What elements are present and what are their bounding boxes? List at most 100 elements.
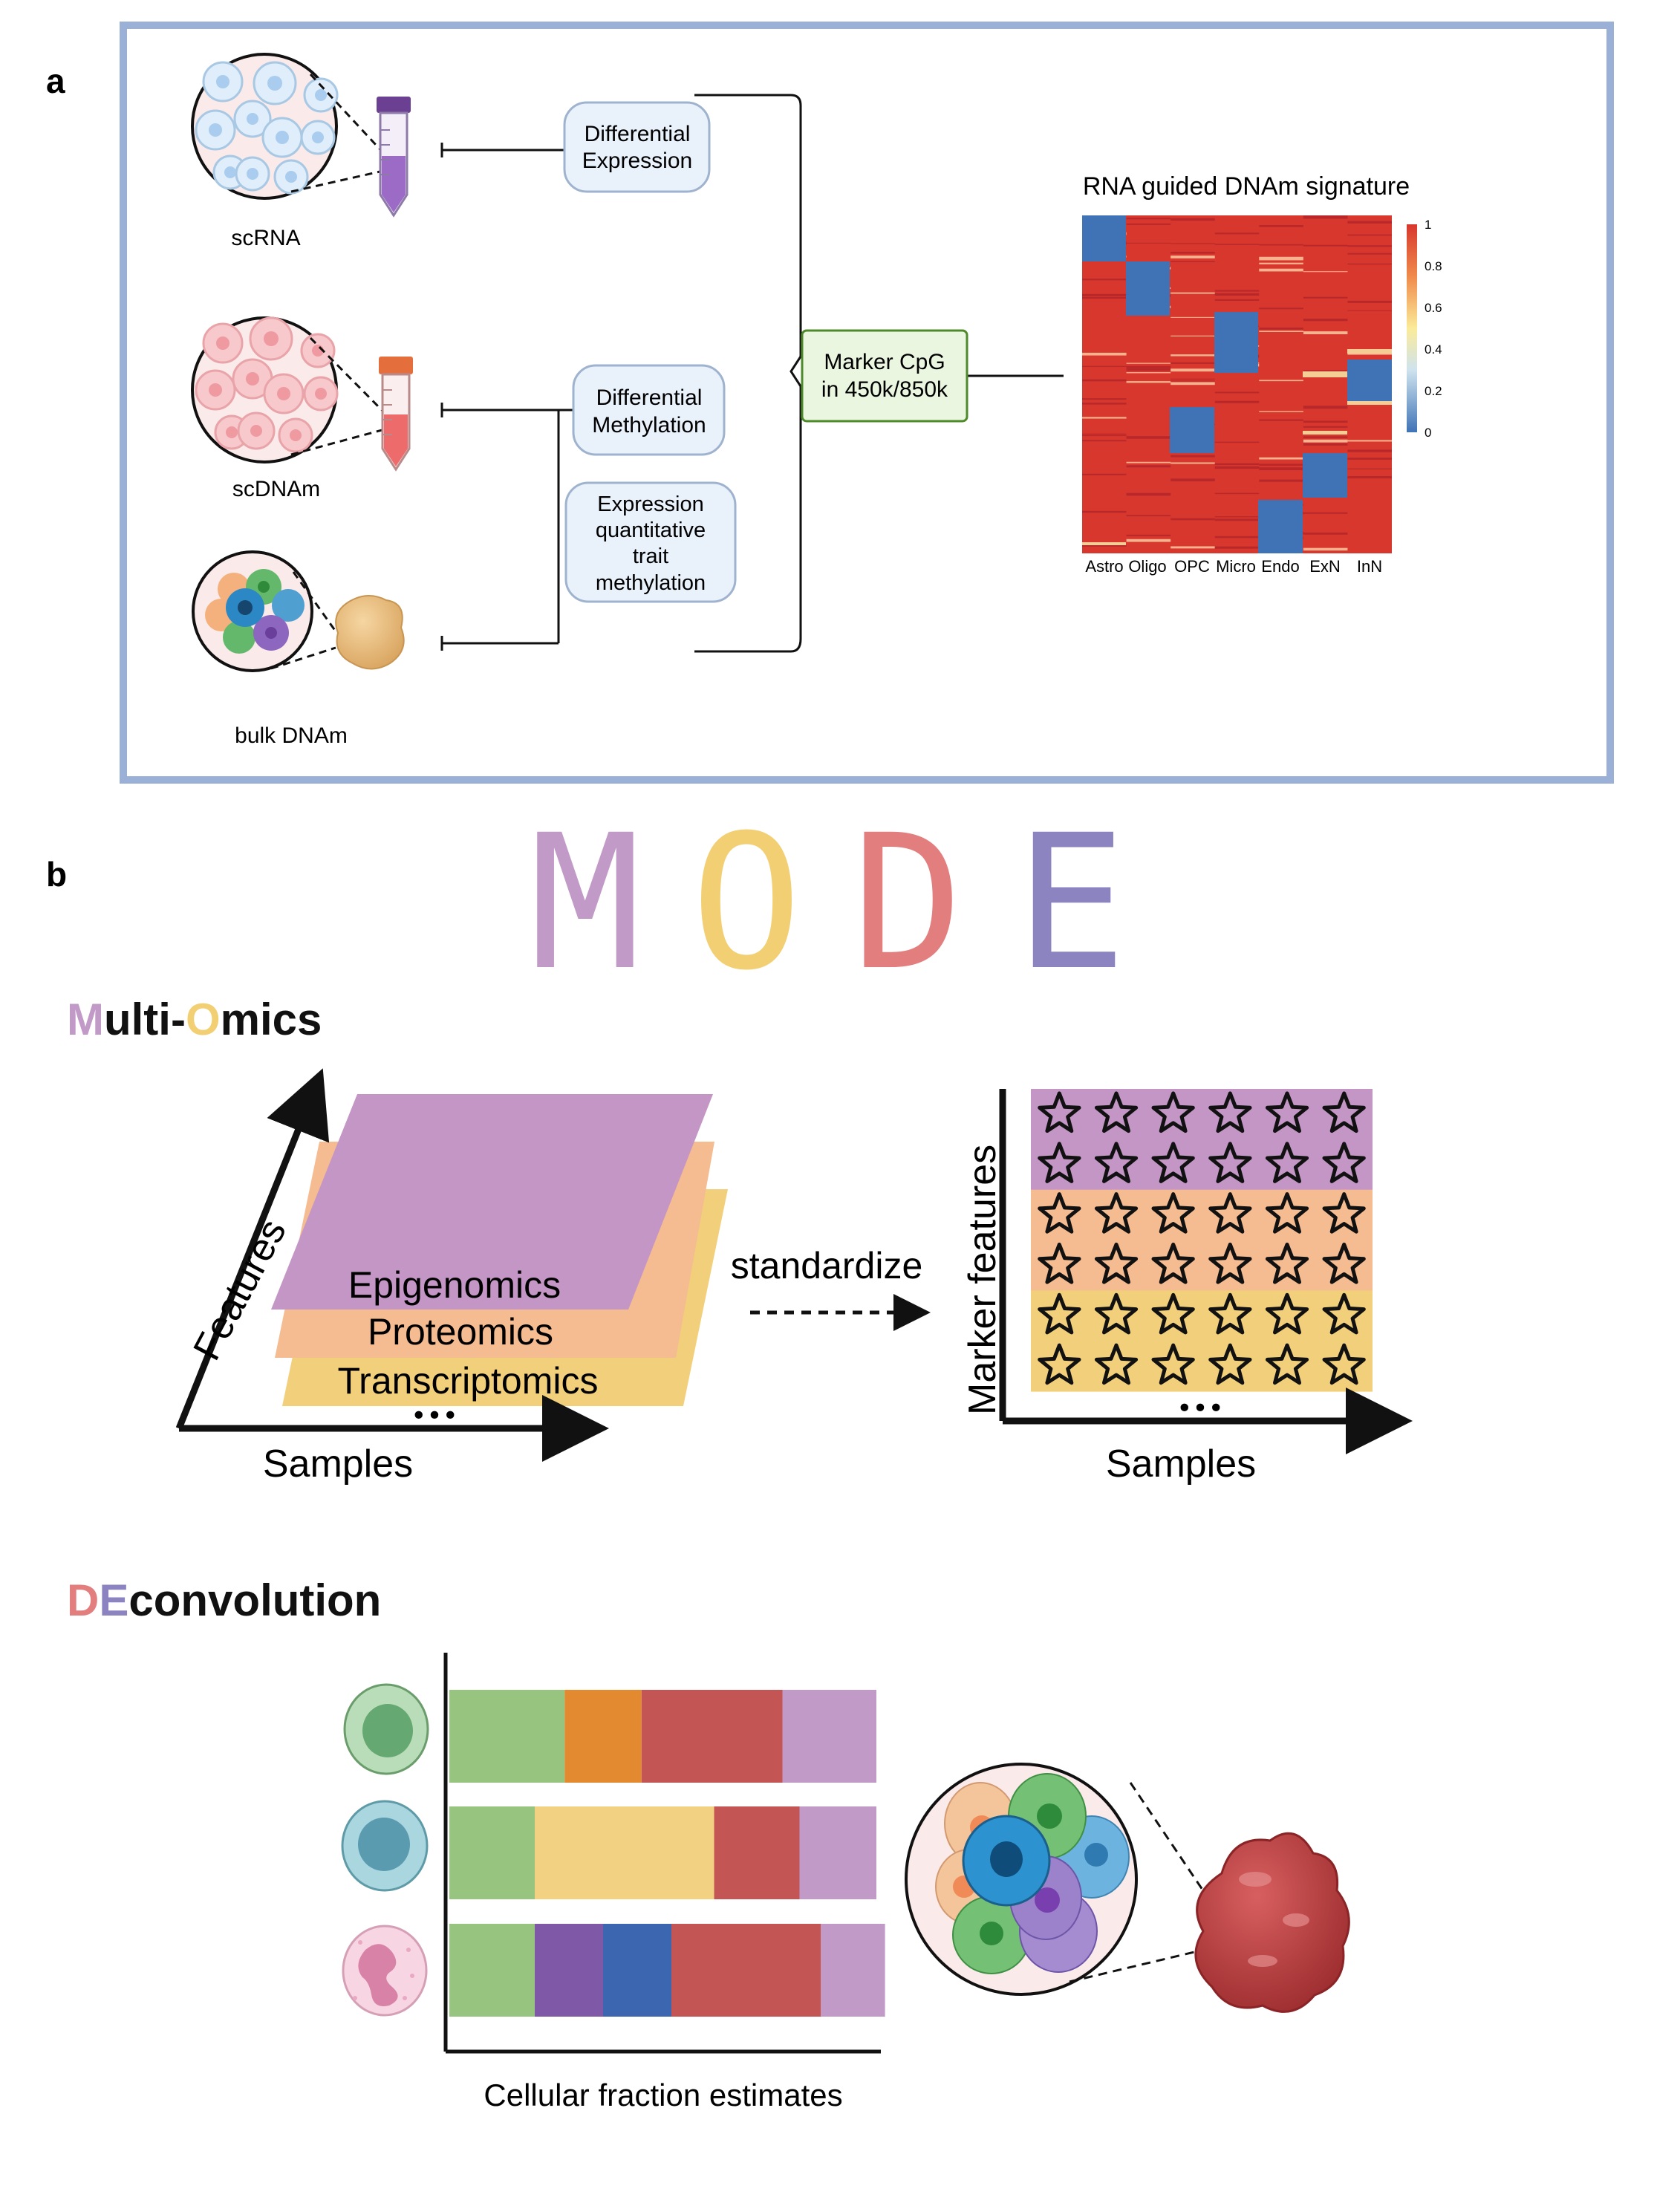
heatmap-stripe xyxy=(1082,510,1127,513)
heatmap-stripe xyxy=(1126,368,1171,371)
heatmap-stripe xyxy=(1303,297,1348,299)
star-icon xyxy=(1265,1292,1309,1335)
star-icon xyxy=(1094,1192,1139,1234)
svg-text:Methylation: Methylation xyxy=(592,413,706,437)
heatmap-column-labels: Astro Oligo OPC Micro Endo ExN InN xyxy=(1085,557,1382,576)
heatmap-stripe xyxy=(1347,440,1392,442)
layer-epigenomics xyxy=(271,1094,713,1310)
star-icon xyxy=(1322,1343,1366,1385)
heatmap-stripe xyxy=(1259,380,1303,382)
heatmap-stripe xyxy=(1347,458,1392,460)
mode-title: M O D E xyxy=(530,795,1127,1011)
heatmap-stripe xyxy=(1303,532,1348,535)
star-icon xyxy=(1208,1343,1252,1385)
colorbar: 1 0.8 0.6 0.4 0.2 0 xyxy=(1407,218,1442,440)
svg-text:methylation: methylation xyxy=(596,571,706,595)
star-icon xyxy=(1094,1343,1139,1385)
heatmap-stripe xyxy=(1303,271,1348,273)
heatmap-stripe xyxy=(1126,534,1171,536)
star-icon xyxy=(1322,1242,1366,1284)
heatmap-stripe xyxy=(1303,370,1348,371)
svg-text:Expression: Expression xyxy=(597,492,703,516)
heatmap-stripe xyxy=(1126,381,1171,383)
grid-row-band xyxy=(1031,1341,1373,1392)
svg-text:0.8: 0.8 xyxy=(1425,259,1442,273)
heatmap-stripe xyxy=(1171,546,1215,549)
standardize-label: standardize xyxy=(731,1245,923,1286)
svg-text:0.2: 0.2 xyxy=(1425,384,1442,398)
deconvolution-title: DEconvolution xyxy=(67,1575,381,1625)
svg-text:trait: trait xyxy=(633,544,668,568)
fraction-segment xyxy=(641,1690,783,1783)
fraction-segment xyxy=(535,1806,714,1899)
heatmap-stripe xyxy=(1171,292,1215,294)
bulk-tissue-icon xyxy=(335,595,405,670)
star-icon xyxy=(1094,1292,1139,1335)
star-icon xyxy=(1208,1091,1252,1133)
fraction-segment xyxy=(449,1924,535,2017)
heatmap-stripe xyxy=(1082,279,1127,281)
heatmap-stripe xyxy=(1171,382,1215,386)
omics-layers-diagram xyxy=(175,1068,728,1462)
grid-row-band xyxy=(1031,1139,1373,1191)
heatmap-stripe xyxy=(1171,462,1215,464)
heatmap-stripe xyxy=(1259,419,1303,421)
star-icon xyxy=(1038,1091,1081,1133)
star-icon xyxy=(1322,1091,1366,1133)
heatmap-stripe xyxy=(1303,436,1348,438)
svg-text:Micro: Micro xyxy=(1216,557,1256,576)
grid-row-band xyxy=(1031,1089,1373,1140)
heatmap-stripe xyxy=(1214,232,1260,235)
star-icon xyxy=(1208,1192,1252,1234)
star-icon xyxy=(1038,1242,1081,1284)
purple-tube-icon xyxy=(377,97,411,218)
fraction-axes xyxy=(443,1653,881,2054)
star-icon xyxy=(1094,1242,1139,1284)
heatmap-stripe xyxy=(1303,420,1348,423)
heatmap-stripe xyxy=(1171,478,1215,482)
heatmap-stripe xyxy=(1082,403,1127,405)
bulk-cells-illustration xyxy=(192,550,337,672)
heatmap-stripe xyxy=(1303,406,1348,409)
left-ellipsis: ••• xyxy=(411,1401,458,1431)
svg-text:0.6: 0.6 xyxy=(1425,301,1442,315)
heatmap-stripe xyxy=(1171,518,1215,521)
source-label-scrna: scRNA xyxy=(231,226,300,250)
svg-text:OPC: OPC xyxy=(1174,557,1210,576)
heatmap-stripe xyxy=(1082,365,1127,367)
fraction-segment xyxy=(782,1690,876,1783)
heatmap-stripe xyxy=(1082,417,1127,419)
heatmap-stripe xyxy=(1171,256,1215,258)
heatmap-stripe xyxy=(1303,443,1348,446)
fraction-segment xyxy=(449,1806,535,1899)
eqtm-box: Expression quantitative trait methylatio… xyxy=(564,481,737,603)
star-icon xyxy=(1322,1192,1366,1234)
heatmap-stripe xyxy=(1171,218,1215,221)
svg-text:0: 0 xyxy=(1425,426,1431,440)
fraction-axis-label: Cellular fraction estimates xyxy=(484,2078,842,2112)
heatmap-stripe xyxy=(1303,331,1348,335)
heatmap-stripe xyxy=(1082,398,1127,400)
heatmap-stripe xyxy=(1214,391,1260,394)
star-icon xyxy=(1151,1192,1195,1234)
panel-a-frame xyxy=(120,22,1614,784)
fraction-segment xyxy=(449,1690,565,1783)
star-icon xyxy=(1322,1292,1366,1335)
heatmap-stripe xyxy=(1171,243,1215,244)
heatmap-stripe xyxy=(1126,218,1171,220)
source-label-bulk: bulk DNAm xyxy=(235,723,348,748)
svg-text:Differential: Differential xyxy=(585,122,691,146)
svg-text:Astro: Astro xyxy=(1085,557,1123,576)
star-icon xyxy=(1322,1142,1366,1183)
layer-label-proteomics: Proteomics xyxy=(368,1311,553,1353)
grid-row-band xyxy=(1031,1189,1373,1241)
heatmap-stripe xyxy=(1126,242,1171,244)
heatmap-stripe xyxy=(1303,215,1348,218)
green-cell-icon xyxy=(343,1683,429,1775)
heatmap-stripe xyxy=(1171,354,1215,357)
heatmap-blocks xyxy=(1082,215,1392,553)
fraction-segment xyxy=(799,1806,876,1899)
heatmap-stripe xyxy=(1082,473,1127,475)
marker-cpg-box: Marker CpG in 450k/850k xyxy=(801,329,968,423)
heatmap-stripe xyxy=(1259,268,1303,272)
